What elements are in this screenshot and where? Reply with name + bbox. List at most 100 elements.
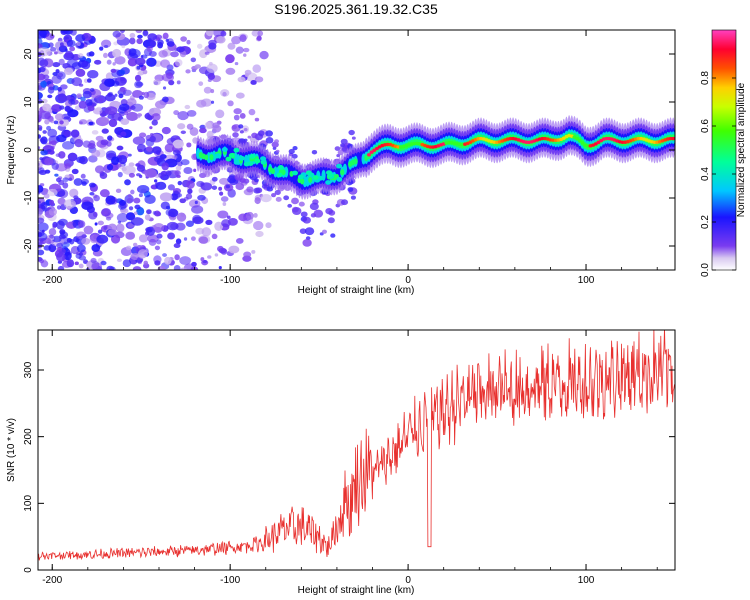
- ridge-scatter: [261, 184, 268, 189]
- noise-blob: [44, 157, 54, 166]
- noise-blob: [63, 251, 72, 261]
- noise-blob: [53, 120, 59, 125]
- noise-blob: [56, 205, 62, 210]
- noise-blob: [122, 259, 132, 268]
- noise-blob: [253, 220, 264, 231]
- noise-blob: [154, 155, 164, 163]
- noise-blob: [191, 205, 204, 214]
- noise-blob: [44, 112, 52, 120]
- noise-blob: [233, 108, 242, 115]
- noise-blob: [69, 188, 79, 198]
- noise-blob: [99, 46, 104, 51]
- noise-blob: [97, 229, 103, 234]
- noise-blob: [238, 213, 248, 222]
- noise-blob: [146, 57, 157, 67]
- noise-blob: [127, 57, 138, 67]
- noise-blob: [95, 135, 104, 142]
- noise-blob: [131, 103, 144, 112]
- noise-blob: [137, 113, 143, 117]
- noise-blob: [172, 155, 178, 160]
- noise-blob: [42, 103, 51, 112]
- ridge-core: [580, 141, 585, 145]
- noise-blob: [107, 135, 113, 141]
- noise-blob: [161, 126, 171, 135]
- noise-blob: [239, 34, 247, 43]
- noise-blob: [55, 153, 61, 157]
- noise-blob: [59, 42, 64, 47]
- noise-blob: [191, 261, 197, 267]
- noise-blob: [246, 186, 254, 193]
- noise-blob: [154, 100, 166, 109]
- noise-blob: [127, 153, 132, 157]
- noise-blob: [94, 59, 102, 65]
- noise-blob: [130, 217, 144, 226]
- noise-blob: [66, 39, 76, 48]
- noise-blob: [78, 100, 87, 109]
- noise-blob: [87, 142, 96, 150]
- noise-blob: [39, 59, 49, 67]
- ridge-scatter: [340, 143, 345, 148]
- noise-blob: [80, 173, 86, 179]
- ridge-scatter: [271, 193, 277, 198]
- noise-blob: [132, 90, 143, 98]
- noise-blob: [51, 104, 62, 113]
- ridge-scatter: [212, 122, 220, 129]
- noise-blob: [76, 231, 87, 240]
- ridge-knot: [233, 159, 240, 165]
- noise-blob: [70, 129, 80, 138]
- ridge-scatter: [275, 149, 280, 153]
- noise-blob: [149, 135, 156, 143]
- noise-blob: [116, 258, 122, 263]
- noise-blob: [108, 118, 118, 128]
- ridge-scatter: [347, 187, 354, 192]
- noise-blob: [183, 237, 188, 241]
- noise-blob: [200, 257, 205, 262]
- colorbar-gradient: [711, 29, 737, 271]
- ridge-core: [671, 136, 675, 141]
- noise-blob: [67, 109, 79, 118]
- noise-blob: [165, 170, 172, 176]
- colorbar-tick-label: 0.4: [700, 167, 711, 181]
- noise-blob: [91, 244, 101, 252]
- ridge-band: [270, 168, 275, 175]
- noise-blob: [239, 112, 246, 119]
- ridge-knot: [336, 177, 343, 182]
- noise-blob: [78, 252, 84, 257]
- noise-blob: [171, 190, 181, 200]
- noise-blob: [175, 238, 182, 245]
- ridge-scatter: [235, 182, 245, 191]
- ridge-scatter: [255, 187, 263, 194]
- snr-xtick-label: -200: [42, 575, 62, 586]
- snr-ylabel: SNR (10 * v/v): [6, 418, 17, 482]
- noise-blob: [87, 70, 99, 79]
- noise-blob: [139, 132, 147, 138]
- ridge-band: [353, 158, 358, 165]
- noise-blob: [136, 38, 143, 45]
- noise-blob: [94, 165, 105, 174]
- noise-blob: [106, 59, 112, 65]
- noise-blob: [96, 234, 109, 244]
- ridge-scatter: [211, 176, 218, 182]
- noise-blob: [218, 266, 222, 270]
- ridge-knot: [214, 153, 221, 159]
- noise-blob: [248, 108, 256, 116]
- noise-blob: [235, 92, 245, 99]
- ridge-knot: [260, 159, 267, 165]
- noise-blob: [79, 156, 88, 165]
- noise-blob: [207, 78, 212, 82]
- noise-blob: [225, 67, 236, 75]
- noise-blob: [94, 222, 98, 226]
- noise-blob: [186, 180, 195, 189]
- noise-blob: [105, 195, 116, 205]
- ridge-scatter: [302, 238, 312, 247]
- noise-blob: [105, 72, 114, 81]
- noise-blob: [138, 234, 149, 243]
- ridge-knot: [228, 153, 235, 158]
- ridge-scatter: [291, 197, 299, 205]
- noise-blob: [154, 182, 160, 187]
- ridge-scatter: [292, 207, 302, 215]
- noise-blob: [118, 93, 124, 99]
- noise-blob: [143, 260, 148, 266]
- ridge-scatter: [321, 229, 327, 234]
- ridge-knot: [221, 147, 228, 152]
